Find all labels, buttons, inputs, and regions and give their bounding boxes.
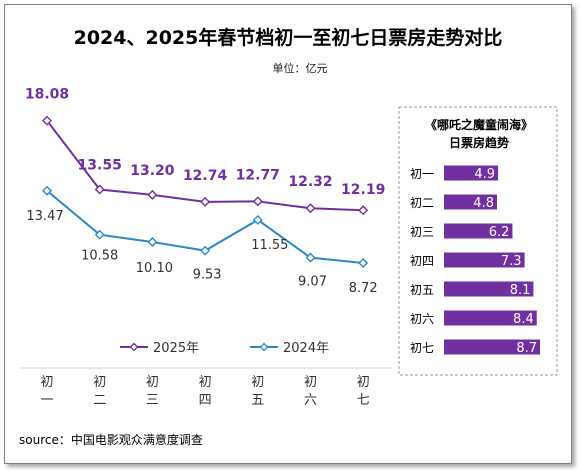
bar-value-label: 7.3 bbox=[501, 254, 522, 269]
bar bbox=[444, 310, 537, 326]
series-1-data-label: 10.58 bbox=[81, 249, 118, 264]
legend-marker-1 bbox=[259, 342, 269, 352]
bar-category-label: 初七 bbox=[410, 341, 434, 355]
x-tick-label: 初二 bbox=[93, 375, 106, 408]
legend-label-1: 2024年 bbox=[283, 341, 329, 356]
x-tick-label: 初五 bbox=[251, 375, 264, 408]
bar-category-label: 初五 bbox=[410, 283, 434, 297]
bar bbox=[444, 252, 525, 268]
series-1-point bbox=[252, 214, 263, 225]
series-0-data-label: 13.55 bbox=[78, 158, 122, 174]
bar-value-label: 8.1 bbox=[510, 283, 531, 298]
x-tick-label: 初四 bbox=[199, 375, 212, 408]
series-0-point bbox=[358, 205, 369, 216]
series-1-data-label: 9.07 bbox=[298, 275, 327, 290]
bar bbox=[444, 165, 499, 181]
x-tick-label: 初七 bbox=[357, 375, 370, 408]
series-1-point bbox=[305, 252, 316, 263]
legend: 2025年 2024年 bbox=[120, 341, 329, 356]
bar-value-label: 4.8 bbox=[473, 196, 494, 211]
bar-value-label: 4.9 bbox=[474, 167, 495, 182]
series-1-point bbox=[42, 185, 52, 196]
series-1-data-label: 13.47 bbox=[26, 209, 63, 224]
series-0-point bbox=[305, 203, 316, 214]
legend-marker-0 bbox=[129, 342, 139, 352]
series-0-data-label: 12.77 bbox=[236, 167, 280, 183]
series-1-point bbox=[94, 229, 105, 240]
bar bbox=[444, 281, 534, 297]
x-tick-label: 初六 bbox=[304, 375, 317, 408]
bar bbox=[444, 339, 541, 355]
line-chart: 13.47 10.58 10.10 9.53 11.55 9.07 8.72 18.08 13.… bbox=[25, 87, 385, 296]
series-0-point bbox=[42, 115, 52, 126]
side-panel-title: 《哪吒之魔童闹海》 bbox=[425, 117, 533, 132]
series-0-data-label: 18.08 bbox=[25, 87, 69, 103]
series-1-point bbox=[358, 257, 369, 268]
chart-title: 2024、2025年春节档初一至初七日票房走势对比 bbox=[74, 26, 503, 49]
series-0-data-label: 12.74 bbox=[183, 168, 228, 184]
bar-value-label: 8.4 bbox=[513, 312, 534, 327]
series-1-data-label: 11.55 bbox=[251, 238, 288, 253]
x-axis: 初一 初二 初三 初四 初五 初六 初七 bbox=[20, 367, 392, 408]
series-0-point bbox=[200, 196, 211, 207]
bar-chart: 初一 4.9 初二 4.8 初三 6.2 初四 7.3 初五 8.1 初六 8.4 初七 8.7 bbox=[410, 165, 541, 356]
series-1-data-label: 8.72 bbox=[349, 281, 378, 296]
series-1-data-label: 10.10 bbox=[136, 261, 173, 276]
series-0-data-label: 12.32 bbox=[288, 174, 332, 190]
series-0-point bbox=[252, 196, 263, 207]
x-tick-label: 初一 bbox=[40, 375, 53, 408]
bar-value-label: 6.2 bbox=[489, 225, 510, 240]
bar-value-label: 8.7 bbox=[516, 341, 537, 356]
side-panel-border bbox=[398, 106, 558, 376]
series-0-point bbox=[94, 184, 105, 195]
source-note: source：中国电影观众满意度调查 bbox=[19, 432, 203, 447]
series-1-data-label: 9.53 bbox=[193, 268, 222, 283]
bar-category-label: 初三 bbox=[410, 225, 434, 239]
bar-category-label: 初六 bbox=[410, 312, 434, 326]
x-tick-label: 初三 bbox=[146, 375, 159, 408]
bar-category-label: 初一 bbox=[410, 167, 434, 181]
side-panel-subtitle: 日票房趋势 bbox=[449, 135, 509, 150]
bar bbox=[444, 194, 497, 210]
bar bbox=[444, 223, 513, 239]
series-0-data-label: 13.20 bbox=[130, 163, 175, 179]
bar-category-label: 初四 bbox=[410, 254, 434, 268]
series-1-point bbox=[147, 236, 158, 247]
bar-category-label: 初二 bbox=[410, 196, 434, 210]
unit-label: 单位：亿元 bbox=[273, 61, 328, 75]
series-1-point bbox=[200, 245, 211, 256]
series-0-data-label: 12.19 bbox=[341, 182, 385, 198]
legend-label-0: 2025年 bbox=[153, 341, 199, 356]
series-0-point bbox=[147, 189, 158, 200]
